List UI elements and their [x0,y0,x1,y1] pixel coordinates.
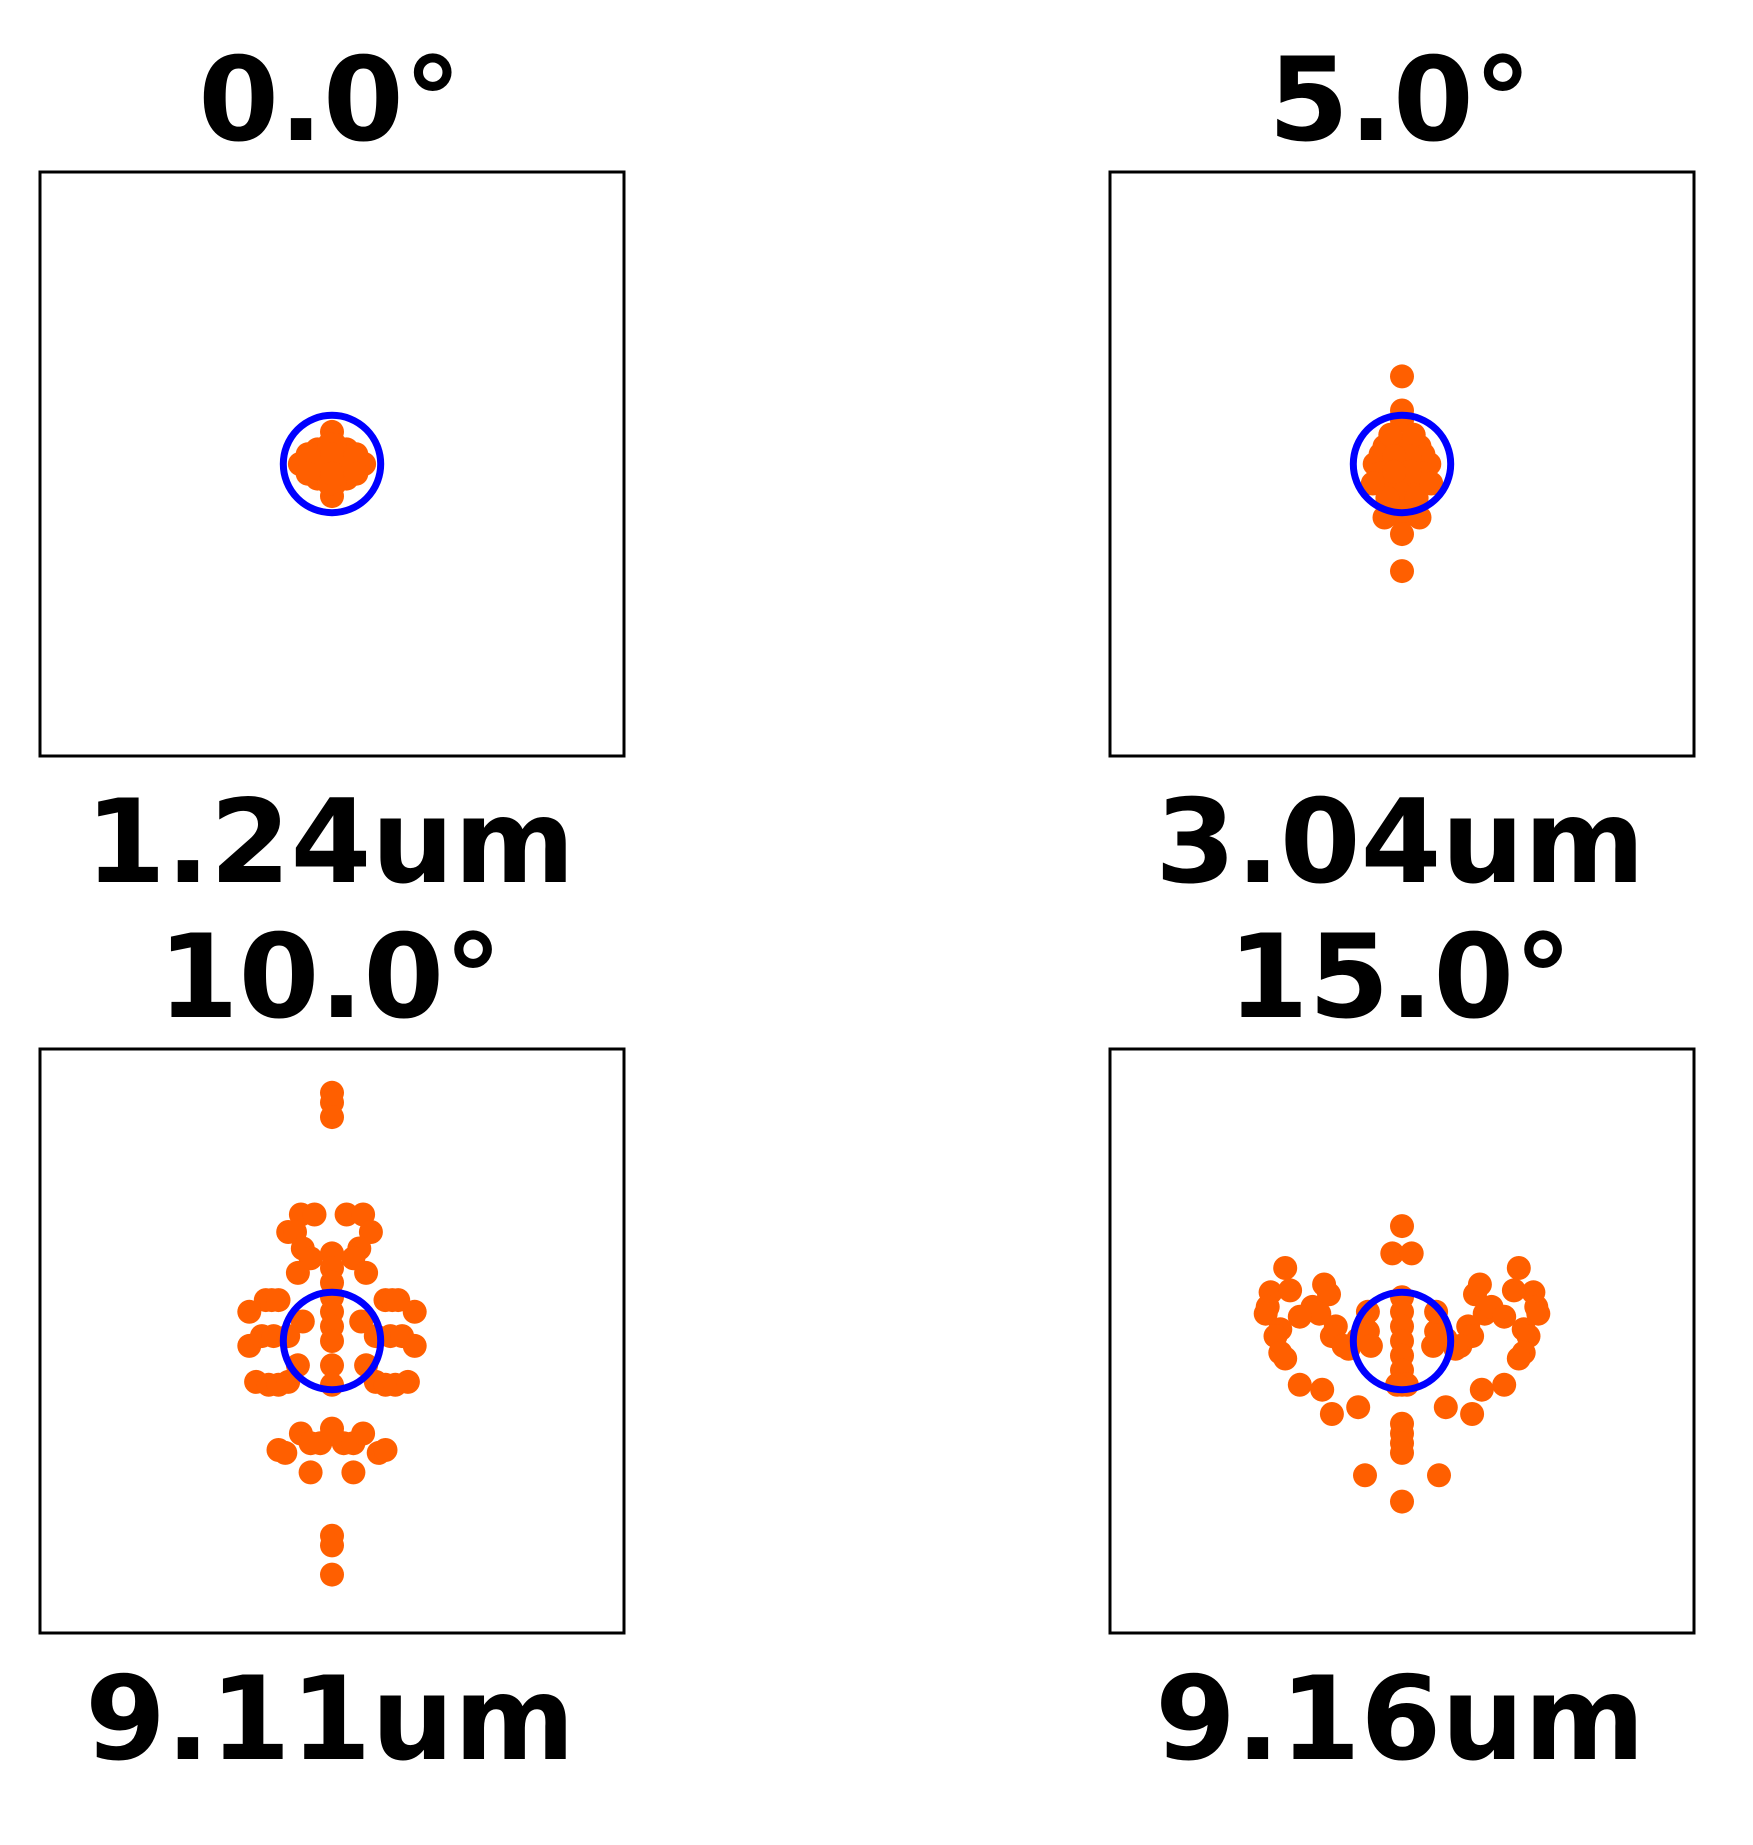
spot-point [402,1299,427,1324]
spot-point [1492,1372,1517,1397]
spot-point [1421,1333,1446,1358]
spot-point [341,1460,366,1485]
spot-point [1253,1301,1278,1326]
panel-title: 10.0° [158,910,502,1045]
spot-point [1501,1278,1526,1303]
spot-point [1390,364,1414,389]
spot-point [298,1460,323,1485]
spot-point [320,1329,344,1353]
panel-xlabel: 9.11um [85,1652,575,1787]
spot-point [351,1421,376,1446]
spot-point [1467,1272,1492,1297]
spot-point [402,1333,427,1358]
plot-frame [1108,170,1696,758]
spot-point [1390,522,1414,547]
spot-point [295,442,320,467]
spot-point [1310,1377,1335,1402]
panel-title: 15.0° [1228,910,1572,1045]
spot-point [1404,486,1429,511]
spot-point [395,1369,420,1394]
spot-point [273,1440,298,1465]
panel-title: 0.0° [198,33,462,168]
spot-point [237,1299,262,1324]
spot-point [1273,1256,1298,1280]
spot-point [302,1202,327,1227]
spot-point [1287,1372,1312,1397]
spot-point [1401,422,1426,447]
spot-point [1399,1241,1424,1266]
panel-2: 10.0° 9.11um [38,910,626,1787]
spot-point [1506,1256,1531,1280]
spot-point [1390,559,1414,584]
spot-point [354,1260,379,1285]
spot-point [1382,459,1407,484]
spot-point [1492,1304,1517,1329]
spot-point [1506,1346,1531,1371]
spot-point [1317,1282,1341,1307]
panel-title: 5.0° [1268,33,1532,168]
spot-point [320,442,344,467]
spot-point [320,1372,344,1397]
panel-xlabel: 1.24um [85,775,575,910]
reference-circle [279,411,385,517]
panel-0: 0.0° 1.24um [38,33,626,910]
spot-point [1353,1463,1377,1488]
spot-point [1287,1304,1312,1329]
spot-point [373,1438,398,1462]
points-layer [287,419,377,509]
spot-point [1358,1333,1383,1358]
points-layer [237,1080,427,1587]
spot-point [320,461,344,486]
spot-point [1390,1440,1414,1465]
spot-point [344,461,369,486]
spot-point [1526,1301,1551,1326]
panel-xlabel: 9.16um [1155,1652,1645,1787]
spot-point [320,1533,344,1558]
panel-xlabel: 3.04um [1155,775,1645,910]
points-layer [1360,364,1444,584]
spot-point [290,1309,315,1334]
spot-point [266,1288,291,1313]
reference-circle [1349,411,1455,517]
spot-point [1460,1402,1485,1426]
spot-point [1469,1377,1494,1402]
spot-point [320,1353,344,1378]
spot-point [1390,1214,1414,1239]
spot-point [349,1309,374,1334]
spot-point [1419,471,1444,496]
spot-point [1273,1346,1298,1371]
spot-point [320,1562,344,1587]
reference-circle [279,1288,385,1394]
spot-point [1307,1301,1332,1326]
spot-point [285,1260,310,1285]
spot-point [1360,471,1385,496]
spot-point [1390,1489,1414,1514]
spot-point [1319,1402,1344,1426]
points-layer [1253,1214,1551,1514]
spot-point [1380,1241,1405,1266]
spot-point [1346,1395,1371,1420]
spot-point [320,1105,344,1130]
panel-1: 5.0° 3.04um [1108,33,1696,910]
panel-3: 15.0° 9.16um [1108,910,1696,1787]
spot-point [295,461,320,486]
reference-circle [1349,1288,1455,1394]
spot-point [1375,486,1400,511]
spot-point [334,1202,359,1227]
spot-point [1278,1278,1303,1303]
spot-point [1433,1395,1458,1420]
spot-point [344,442,369,467]
spot-point [1427,1463,1451,1488]
spot-point [1378,422,1403,447]
